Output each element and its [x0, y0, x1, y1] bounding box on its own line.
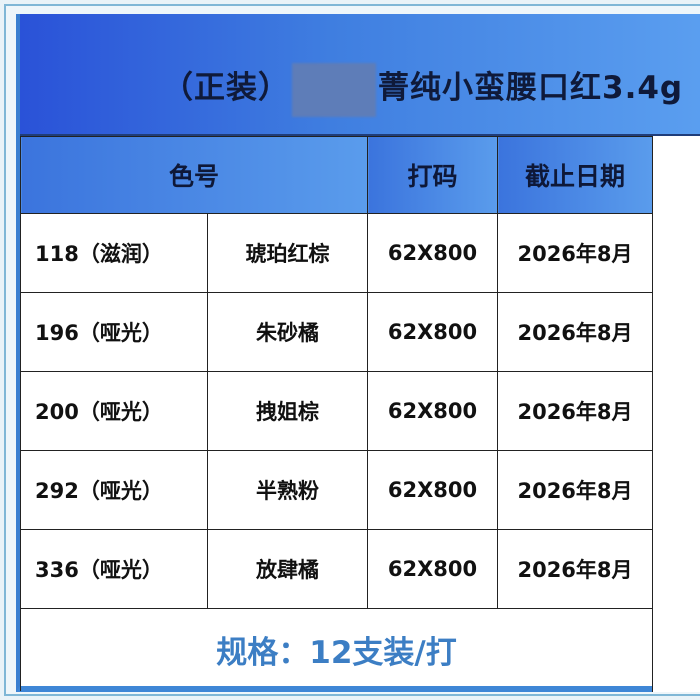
expiry-date: 2026年8月	[497, 213, 653, 293]
spec-text: 规格：12支装/打	[20, 608, 653, 691]
table-row: 200（哑光） 拽姐棕 62X800 2026年8月	[20, 371, 653, 451]
header-row: 色号 打码 截止日期	[20, 136, 653, 214]
title-suffix: 菁纯小蛮腰口红3.4g	[378, 70, 684, 106]
product-table: 色号 打码 截止日期 118（滋润） 琥珀红棕 62X800 2026年8月 196（哑…	[20, 136, 653, 691]
title-text: （正装） 菁纯小蛮腰口红3.4g	[162, 62, 683, 117]
color-name: 琥珀红棕	[207, 213, 368, 293]
color-name: 放肆橘	[207, 529, 368, 609]
shade-number: 292（哑光）	[20, 450, 208, 530]
header-code: 打码	[367, 136, 498, 214]
table-row: 336（哑光） 放肆橘 62X800 2026年8月	[20, 529, 653, 609]
batch-code: 62X800	[367, 371, 498, 451]
table-row: 196（哑光） 朱砂橘 62X800 2026年8月	[20, 292, 653, 372]
table-row: 118（滋润） 琥珀红棕 62X800 2026年8月	[20, 213, 653, 293]
shade-number: 200（哑光）	[20, 371, 208, 451]
blurred-brand	[292, 62, 376, 117]
header-expiry: 截止日期	[497, 136, 653, 214]
shade-number: 118（滋润）	[20, 213, 208, 293]
batch-code: 62X800	[367, 450, 498, 530]
batch-code: 62X800	[367, 213, 498, 293]
shade-number: 196（哑光）	[20, 292, 208, 372]
shade-number: 336（哑光）	[20, 529, 208, 609]
header-shade: 色号	[20, 136, 368, 214]
blank-area	[652, 136, 700, 692]
expiry-date: 2026年8月	[497, 529, 653, 609]
footer-row: 规格：12支装/打	[20, 608, 653, 691]
title-banner: （正装） 菁纯小蛮腰口红3.4g	[20, 14, 700, 136]
batch-code: 62X800	[367, 292, 498, 372]
title-prefix: （正装）	[162, 70, 290, 106]
color-name: 朱砂橘	[207, 292, 368, 372]
product-sheet: （正装） 菁纯小蛮腰口红3.4g 色号 打码 截止日期 118（滋润） 琥珀红棕 62…	[16, 14, 700, 692]
batch-code: 62X800	[367, 529, 498, 609]
expiry-date: 2026年8月	[497, 450, 653, 530]
color-name: 半熟粉	[207, 450, 368, 530]
table-row: 292（哑光） 半熟粉 62X800 2026年8月	[20, 450, 653, 530]
expiry-date: 2026年8月	[497, 371, 653, 451]
expiry-date: 2026年8月	[497, 292, 653, 372]
color-name: 拽姐棕	[207, 371, 368, 451]
